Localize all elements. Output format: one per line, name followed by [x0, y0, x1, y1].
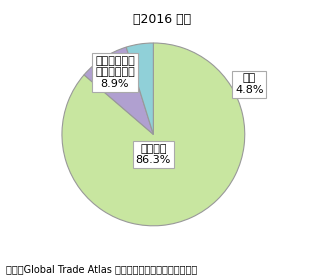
Text: 工業製品
86.3%: 工業製品 86.3%	[136, 144, 171, 165]
Text: （2016 年）: （2016 年）	[134, 13, 191, 25]
Wedge shape	[84, 47, 153, 134]
Wedge shape	[126, 43, 153, 134]
Text: 石油
4.8%: 石油 4.8%	[235, 73, 264, 95]
Wedge shape	[62, 43, 245, 226]
Text: 資料：Global Trade Atlas のデータから経済産業省作成。: 資料：Global Trade Atlas のデータから経済産業省作成。	[6, 264, 198, 274]
Text: 農産物・鉱物
（石油除く）
8.9%: 農産物・鉱物 （石油除く） 8.9%	[95, 56, 135, 89]
